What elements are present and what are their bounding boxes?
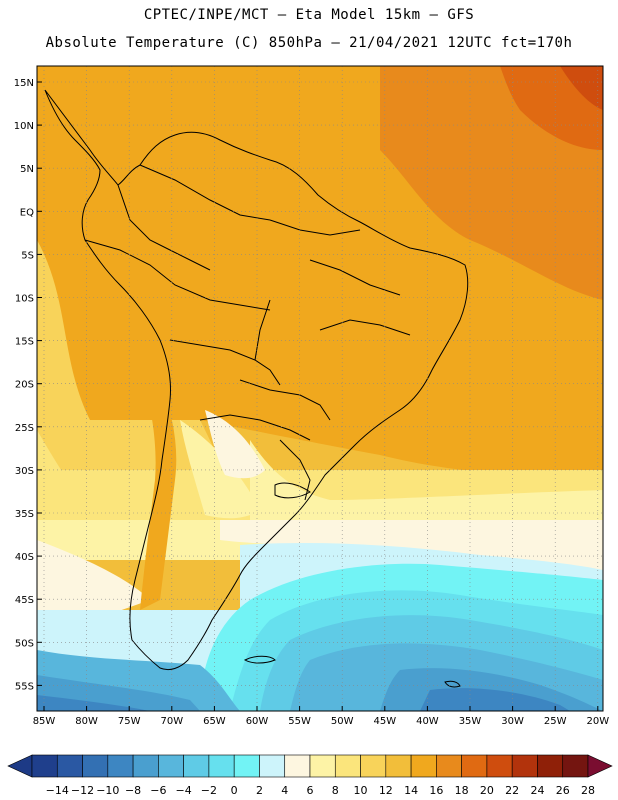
colorbar-label: 18 [455,784,469,797]
colorbar-label: −12 [71,784,94,797]
colorbar-swatch [436,754,462,778]
colorbar-swatch [107,754,134,778]
colorbar-swatch [486,754,513,778]
colorbar-label: 24 [530,784,544,797]
lon-label: 65W [203,716,226,727]
lat-label: 5S [21,250,34,261]
lat-label: 50S [15,638,34,649]
colorbar-label: 8 [332,784,339,797]
colorbar-arrow-low [7,754,33,778]
lon-label: 45W [373,716,396,727]
lat-label: 55S [15,681,34,692]
lat-label: EQ [20,207,34,218]
longitude-labels: 85W 80W 75W 70W 65W 60W 55W 50W 45W 40W 35W 30W 25W 2… [33,706,609,727]
lat-label: 40S [15,552,34,563]
map-frame [36,65,604,712]
colorbar-label: 12 [379,784,393,797]
colorbar-swatch [82,754,109,778]
lon-label: 20W [586,716,609,727]
lon-label: 60W [246,716,269,727]
colorbar-label: 10 [354,784,368,797]
lon-label: 80W [75,716,98,727]
lon-label: 35W [459,716,482,727]
lat-label: 35S [15,509,34,520]
lat-label: 25S [15,423,34,434]
colorbar-label: −10 [96,784,119,797]
colorbar-label: 0 [231,784,238,797]
colorbar-label: 6 [307,784,314,797]
colorbar-label: 16 [429,784,443,797]
lat-label: 20S [15,380,34,391]
lon-label: 75W [118,716,141,727]
colorbar-label: 28 [581,784,595,797]
colorbar-arrow-high [587,754,613,778]
lon-label: 55W [288,716,311,727]
colorbar-swatch [132,754,159,778]
country-borders [44,89,469,688]
colorbar [7,754,613,778]
lon-label: 30W [501,716,524,727]
colorbar-swatch [334,754,361,778]
colorbar-label: −2 [201,784,217,797]
lat-label: 15N [14,78,34,89]
lon-label: 50W [331,716,354,727]
colorbar-swatch [284,754,311,778]
temperature-field [37,66,603,711]
lat-label: 30S [15,466,34,477]
colorbar-label: 26 [556,784,570,797]
colorbar-label: 4 [281,784,288,797]
colorbar-swatch [208,754,235,778]
lon-label: 40W [416,716,439,727]
colorbar-label: 2 [256,784,263,797]
colorbar-swatch [56,754,83,778]
colorbar-label: 14 [404,784,418,797]
colorbar-swatch [309,754,336,778]
lat-label: 45S [15,595,34,606]
colorbar-swatch [511,754,538,778]
colorbar-labels: −14 −12 −10 −8 −6 −4 −2 0 2 4 6 8 10 12 14 16 18 20 22 24 26… [46,784,595,797]
colorbar-swatch [158,754,184,778]
colorbar-swatch [461,754,488,778]
colorbar-label: 20 [480,784,494,797]
lat-label: 10N [14,121,34,132]
colorbar-swatch [410,754,437,778]
lon-label: 25W [544,716,567,727]
colorbar-swatch [183,754,210,778]
colorbar-swatch [233,754,260,778]
colorbar-label: −4 [176,784,192,797]
colorbar-swatch [31,754,58,778]
colorbar-swatch [259,754,286,778]
colorbar-swatch [562,754,589,778]
colorbar-label: 22 [505,784,519,797]
colorbar-swatch [537,754,564,778]
colorbar-label: −6 [150,784,166,797]
map-subtitle: Absolute Temperature (C) 850hPa – 21/04/… [45,35,573,51]
map-title: CPTEC/INPE/MCT – Eta Model 15km – GFS [143,7,475,23]
lat-label: 5N [20,164,34,175]
colorbar-label: −8 [125,784,141,797]
lon-label: 85W [33,716,56,727]
colorbar-swatch [385,754,412,778]
lat-label: 15S [15,337,34,348]
colorbar-label: −14 [46,784,69,797]
lat-label: 10S [15,294,34,305]
latitude-labels: 15N 10N 5N EQ 5S 10S 15S 20S 25S 30S 35S 40S 45S 50S 5… [14,78,42,692]
lon-label: 70W [160,716,183,727]
colorbar-swatch [360,754,387,778]
